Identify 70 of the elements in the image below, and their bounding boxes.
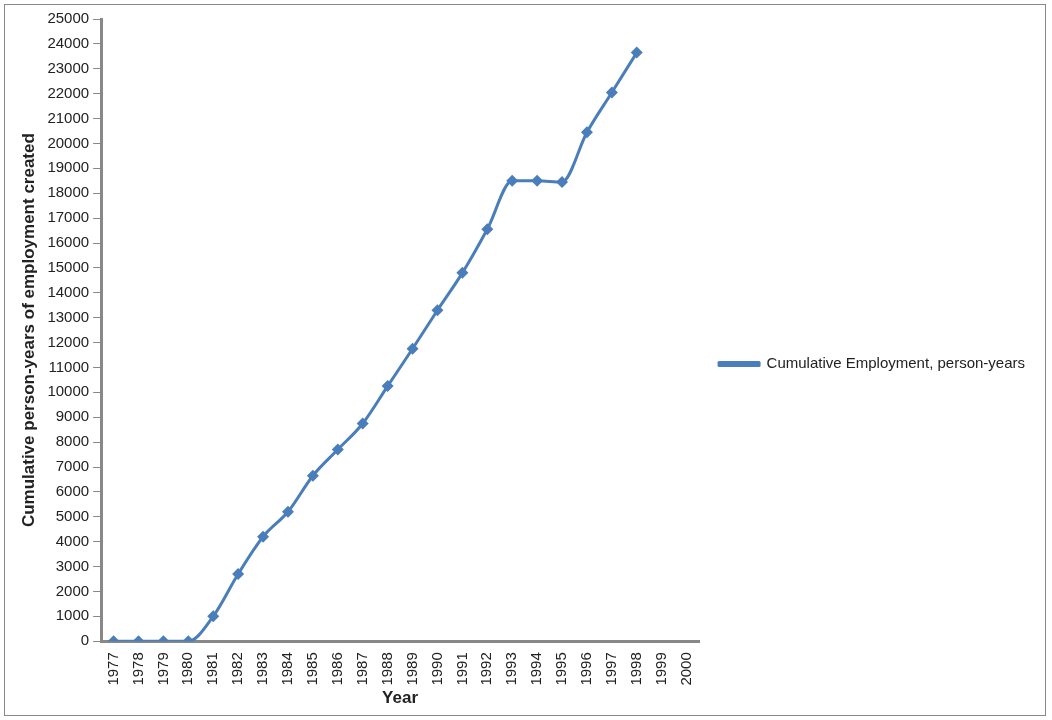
y-tick-label: 11000 — [48, 357, 90, 375]
y-tick-label: 21000 — [47, 108, 90, 126]
point — [306, 469, 319, 482]
x-tick-label: 1992 — [477, 652, 495, 686]
y-tick-label: 6000 — [55, 482, 90, 500]
x-tick-label: 1986 — [327, 652, 345, 686]
point — [556, 176, 569, 189]
point — [481, 223, 494, 236]
x-tick-label: 1995 — [552, 652, 570, 686]
x-tick-label: 1978 — [128, 652, 146, 686]
point — [257, 530, 270, 543]
y-tick-label: 19000 — [47, 158, 90, 176]
point — [406, 342, 419, 355]
x-tick-label: 1998 — [626, 652, 644, 686]
y-tick-label: 8000 — [55, 432, 90, 450]
y-tick-label: 10000 — [47, 382, 90, 400]
y-tick-label: 7000 — [55, 457, 90, 475]
x-tick-label: 1990 — [427, 652, 445, 686]
y-tick-label: 25000 — [47, 9, 90, 27]
point — [456, 266, 469, 279]
point — [605, 86, 618, 99]
y-tick-label: 2000 — [55, 581, 90, 599]
point — [232, 568, 245, 581]
point — [281, 505, 294, 518]
x-tick-label: 1997 — [602, 652, 619, 686]
point — [381, 380, 394, 393]
x-tick-label: 1979 — [153, 652, 171, 686]
x-tick-label: 1989 — [402, 652, 420, 686]
y-tick-label: 13000 — [47, 307, 90, 325]
y-axis-title: Cumulative person-years of employment created — [18, 133, 38, 528]
x-tick-label: 1988 — [377, 652, 395, 686]
x-tick-label: 1991 — [452, 652, 470, 686]
y-tick-label: 23000 — [47, 58, 90, 76]
point — [630, 46, 643, 59]
y-tick-label: 4000 — [55, 531, 90, 549]
x-tick-label: 1981 — [203, 652, 221, 686]
y-tick-label: 18000 — [47, 183, 90, 201]
x-tick-label: 1993 — [502, 652, 520, 686]
y-tick-label: 24000 — [47, 34, 90, 52]
point — [531, 174, 544, 187]
y-tick-label: 5000 — [55, 506, 90, 524]
y-tick-label: 16000 — [47, 233, 90, 251]
point — [580, 126, 593, 139]
y-tick-label: 12000 — [47, 332, 90, 350]
y-tick-label: 9000 — [55, 407, 90, 425]
x-tick-label: 1984 — [278, 652, 296, 686]
x-tick-label: 1994 — [527, 652, 545, 686]
x-tick-label: 1987 — [352, 652, 370, 686]
y-tick-label: 3000 — [55, 556, 90, 574]
x-axis-title: Year — [382, 688, 419, 708]
x-tick-label: 1985 — [303, 652, 321, 686]
legend-label: Cumulative Employment, person-years — [766, 354, 1025, 372]
y-tick-label: 20000 — [47, 133, 90, 151]
x-tick-label: 1999 — [651, 652, 669, 686]
point — [356, 417, 369, 430]
x-tick-label: 1977 — [103, 652, 121, 686]
y-tick-label: 15000 — [47, 258, 90, 276]
point — [207, 610, 220, 623]
y-tick-label: 0 — [80, 631, 90, 649]
x-tick-label: 1983 — [253, 652, 271, 686]
y-tick-label: 17000 — [47, 208, 90, 226]
point — [431, 304, 444, 317]
y-tick-label: 14000 — [47, 282, 90, 300]
y-tick-label: 22000 — [47, 83, 90, 101]
x-tick-label: 1982 — [228, 652, 246, 686]
x-tick-label: 1980 — [178, 652, 196, 686]
point — [331, 443, 344, 456]
x-tick-label: 2000 — [676, 652, 694, 686]
x-tick-label: 1996 — [577, 652, 595, 686]
y-tick-label: 1000 — [55, 606, 90, 624]
